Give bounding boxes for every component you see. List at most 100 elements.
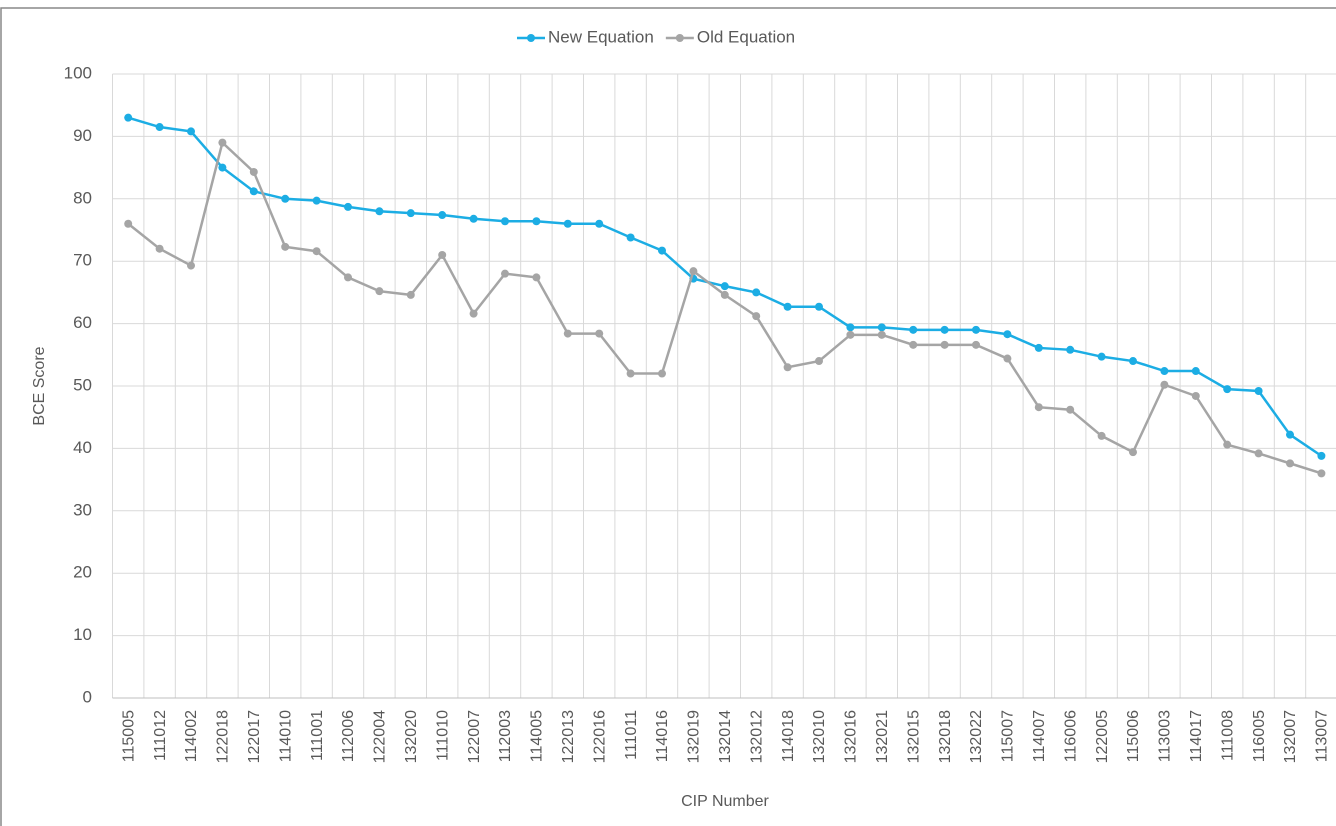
data-point — [595, 329, 604, 338]
x-tick-label: 122004 — [372, 710, 389, 763]
data-point — [783, 302, 792, 311]
data-point — [344, 273, 352, 282]
x-tick-label: 116006 — [1062, 710, 1079, 762]
data-point — [249, 167, 258, 176]
y-tick-label: 10 — [73, 625, 92, 644]
data-point — [312, 196, 321, 205]
y-tick-label: 40 — [73, 438, 92, 457]
x-tick-label: 122013 — [560, 710, 577, 763]
y-tick-label: 30 — [73, 500, 92, 519]
data-point — [249, 187, 258, 196]
legend-label: New Equation — [548, 27, 654, 46]
data-point — [312, 247, 321, 256]
x-tick-label: 114018 — [780, 710, 797, 762]
data-point — [563, 219, 572, 228]
data-point — [469, 309, 478, 318]
x-tick-label: 132018 — [937, 710, 954, 763]
data-point — [877, 323, 886, 332]
data-point — [1223, 440, 1232, 449]
data-point — [1066, 405, 1075, 414]
legend-label: Old Equation — [697, 27, 795, 46]
data-point — [658, 246, 666, 255]
y-tick-label: 50 — [73, 375, 92, 394]
data-point — [1160, 367, 1169, 376]
x-tick-label: 132014 — [717, 710, 734, 763]
data-point — [1003, 354, 1012, 363]
x-tick-label: 132019 — [686, 710, 703, 763]
data-point — [752, 288, 761, 297]
x-tick-label: 115007 — [1000, 710, 1017, 762]
data-point — [658, 369, 666, 378]
data-point — [281, 242, 290, 251]
x-axis-title: CIP Number — [681, 793, 769, 810]
data-point — [846, 330, 855, 339]
x-tick-label: 114005 — [529, 710, 546, 762]
x-tick-label: 116005 — [1251, 710, 1268, 762]
data-point — [815, 357, 823, 366]
data-point — [595, 219, 604, 228]
data-point — [972, 325, 980, 334]
data-point — [1097, 352, 1106, 361]
data-point — [155, 123, 164, 132]
data-point — [940, 325, 949, 334]
x-tick-label: 115006 — [1125, 710, 1142, 762]
data-point — [720, 282, 729, 291]
data-point — [187, 261, 195, 270]
data-point — [155, 244, 164, 253]
data-point — [720, 290, 729, 299]
x-tick-label: 111008 — [1219, 710, 1236, 761]
data-point — [1286, 430, 1294, 439]
data-point — [909, 325, 918, 334]
data-point — [626, 233, 635, 242]
data-point — [846, 323, 855, 332]
data-point — [1223, 385, 1232, 394]
data-point — [972, 340, 980, 349]
x-tick-label: 113003 — [1157, 710, 1174, 762]
x-tick-label: 114010 — [277, 710, 294, 762]
data-point — [438, 211, 447, 220]
x-tick-label: 114017 — [1188, 710, 1205, 762]
data-point — [1129, 448, 1137, 457]
x-tick-label: 114016 — [654, 710, 671, 762]
data-point — [815, 302, 823, 311]
data-point — [1317, 451, 1326, 460]
data-point — [1160, 380, 1169, 389]
legend-marker — [675, 34, 684, 42]
x-tick-label: 111012 — [152, 710, 169, 761]
data-point — [501, 269, 509, 278]
data-point — [375, 207, 384, 216]
x-tick-label: 122018 — [215, 710, 232, 763]
data-point — [438, 250, 447, 259]
y-tick-label: 20 — [73, 563, 92, 582]
data-point — [1191, 367, 1200, 376]
data-point — [124, 219, 133, 228]
data-point — [469, 214, 478, 223]
data-point — [689, 267, 698, 276]
data-point — [187, 127, 195, 136]
series-line — [127, 140, 1322, 475]
data-point — [406, 209, 415, 218]
x-tick-label: 115005 — [120, 710, 137, 762]
data-point — [626, 369, 635, 378]
y-axis-title: BCE Score — [31, 346, 48, 425]
y-tick-label: 100 — [64, 63, 92, 82]
x-tick-label: 132007 — [1282, 710, 1299, 763]
data-point — [375, 287, 384, 296]
data-point — [1034, 343, 1043, 352]
y-tick-label: 0 — [83, 687, 92, 706]
data-point — [752, 312, 761, 321]
x-tick-label: 114007 — [1031, 710, 1048, 762]
data-point — [124, 113, 133, 122]
x-tick-label: 113007 — [1314, 710, 1331, 762]
data-point — [909, 340, 918, 349]
x-tick-label: 132022 — [968, 710, 985, 763]
y-tick-label: 60 — [73, 313, 92, 332]
data-point — [532, 217, 541, 226]
x-tick-label: 122016 — [591, 710, 608, 763]
y-tick-label: 90 — [73, 126, 92, 145]
data-point — [940, 340, 949, 349]
data-point — [1066, 345, 1075, 354]
data-point — [218, 163, 227, 172]
x-tick-label: 132010 — [811, 710, 828, 763]
